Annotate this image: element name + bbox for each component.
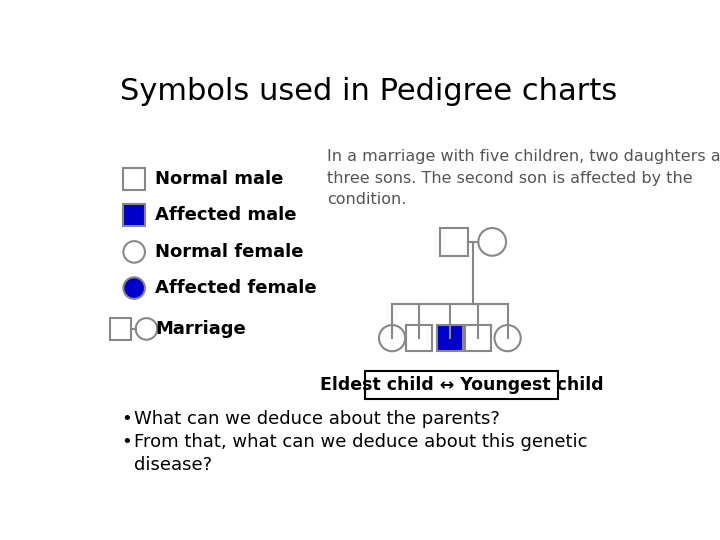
Text: •: • (121, 433, 132, 451)
FancyBboxPatch shape (440, 228, 467, 256)
Circle shape (379, 325, 405, 351)
FancyBboxPatch shape (123, 168, 145, 190)
Text: From that, what can we deduce about this genetic
disease?: From that, what can we deduce about this… (134, 433, 588, 475)
FancyBboxPatch shape (465, 325, 492, 351)
Text: What can we deduce about the parents?: What can we deduce about the parents? (134, 410, 500, 428)
Text: Marriage: Marriage (155, 320, 246, 338)
Text: Eldest child ↔ Youngest child: Eldest child ↔ Youngest child (320, 376, 603, 394)
Text: In a marriage with five children, two daughters and
three sons. The second son i: In a marriage with five children, two da… (327, 150, 720, 206)
Circle shape (478, 228, 506, 256)
Circle shape (135, 318, 157, 340)
Circle shape (123, 278, 145, 299)
FancyBboxPatch shape (406, 325, 432, 351)
Text: Affected female: Affected female (155, 279, 317, 297)
Text: •: • (121, 410, 132, 428)
FancyBboxPatch shape (365, 372, 558, 399)
FancyBboxPatch shape (109, 318, 131, 340)
Circle shape (495, 325, 521, 351)
Text: Symbols used in Pedigree charts: Symbols used in Pedigree charts (120, 77, 618, 106)
Circle shape (123, 241, 145, 262)
FancyBboxPatch shape (437, 325, 463, 351)
Text: Normal male: Normal male (155, 170, 283, 188)
FancyBboxPatch shape (123, 204, 145, 226)
Text: Affected male: Affected male (155, 206, 297, 224)
Text: Normal female: Normal female (155, 243, 303, 261)
